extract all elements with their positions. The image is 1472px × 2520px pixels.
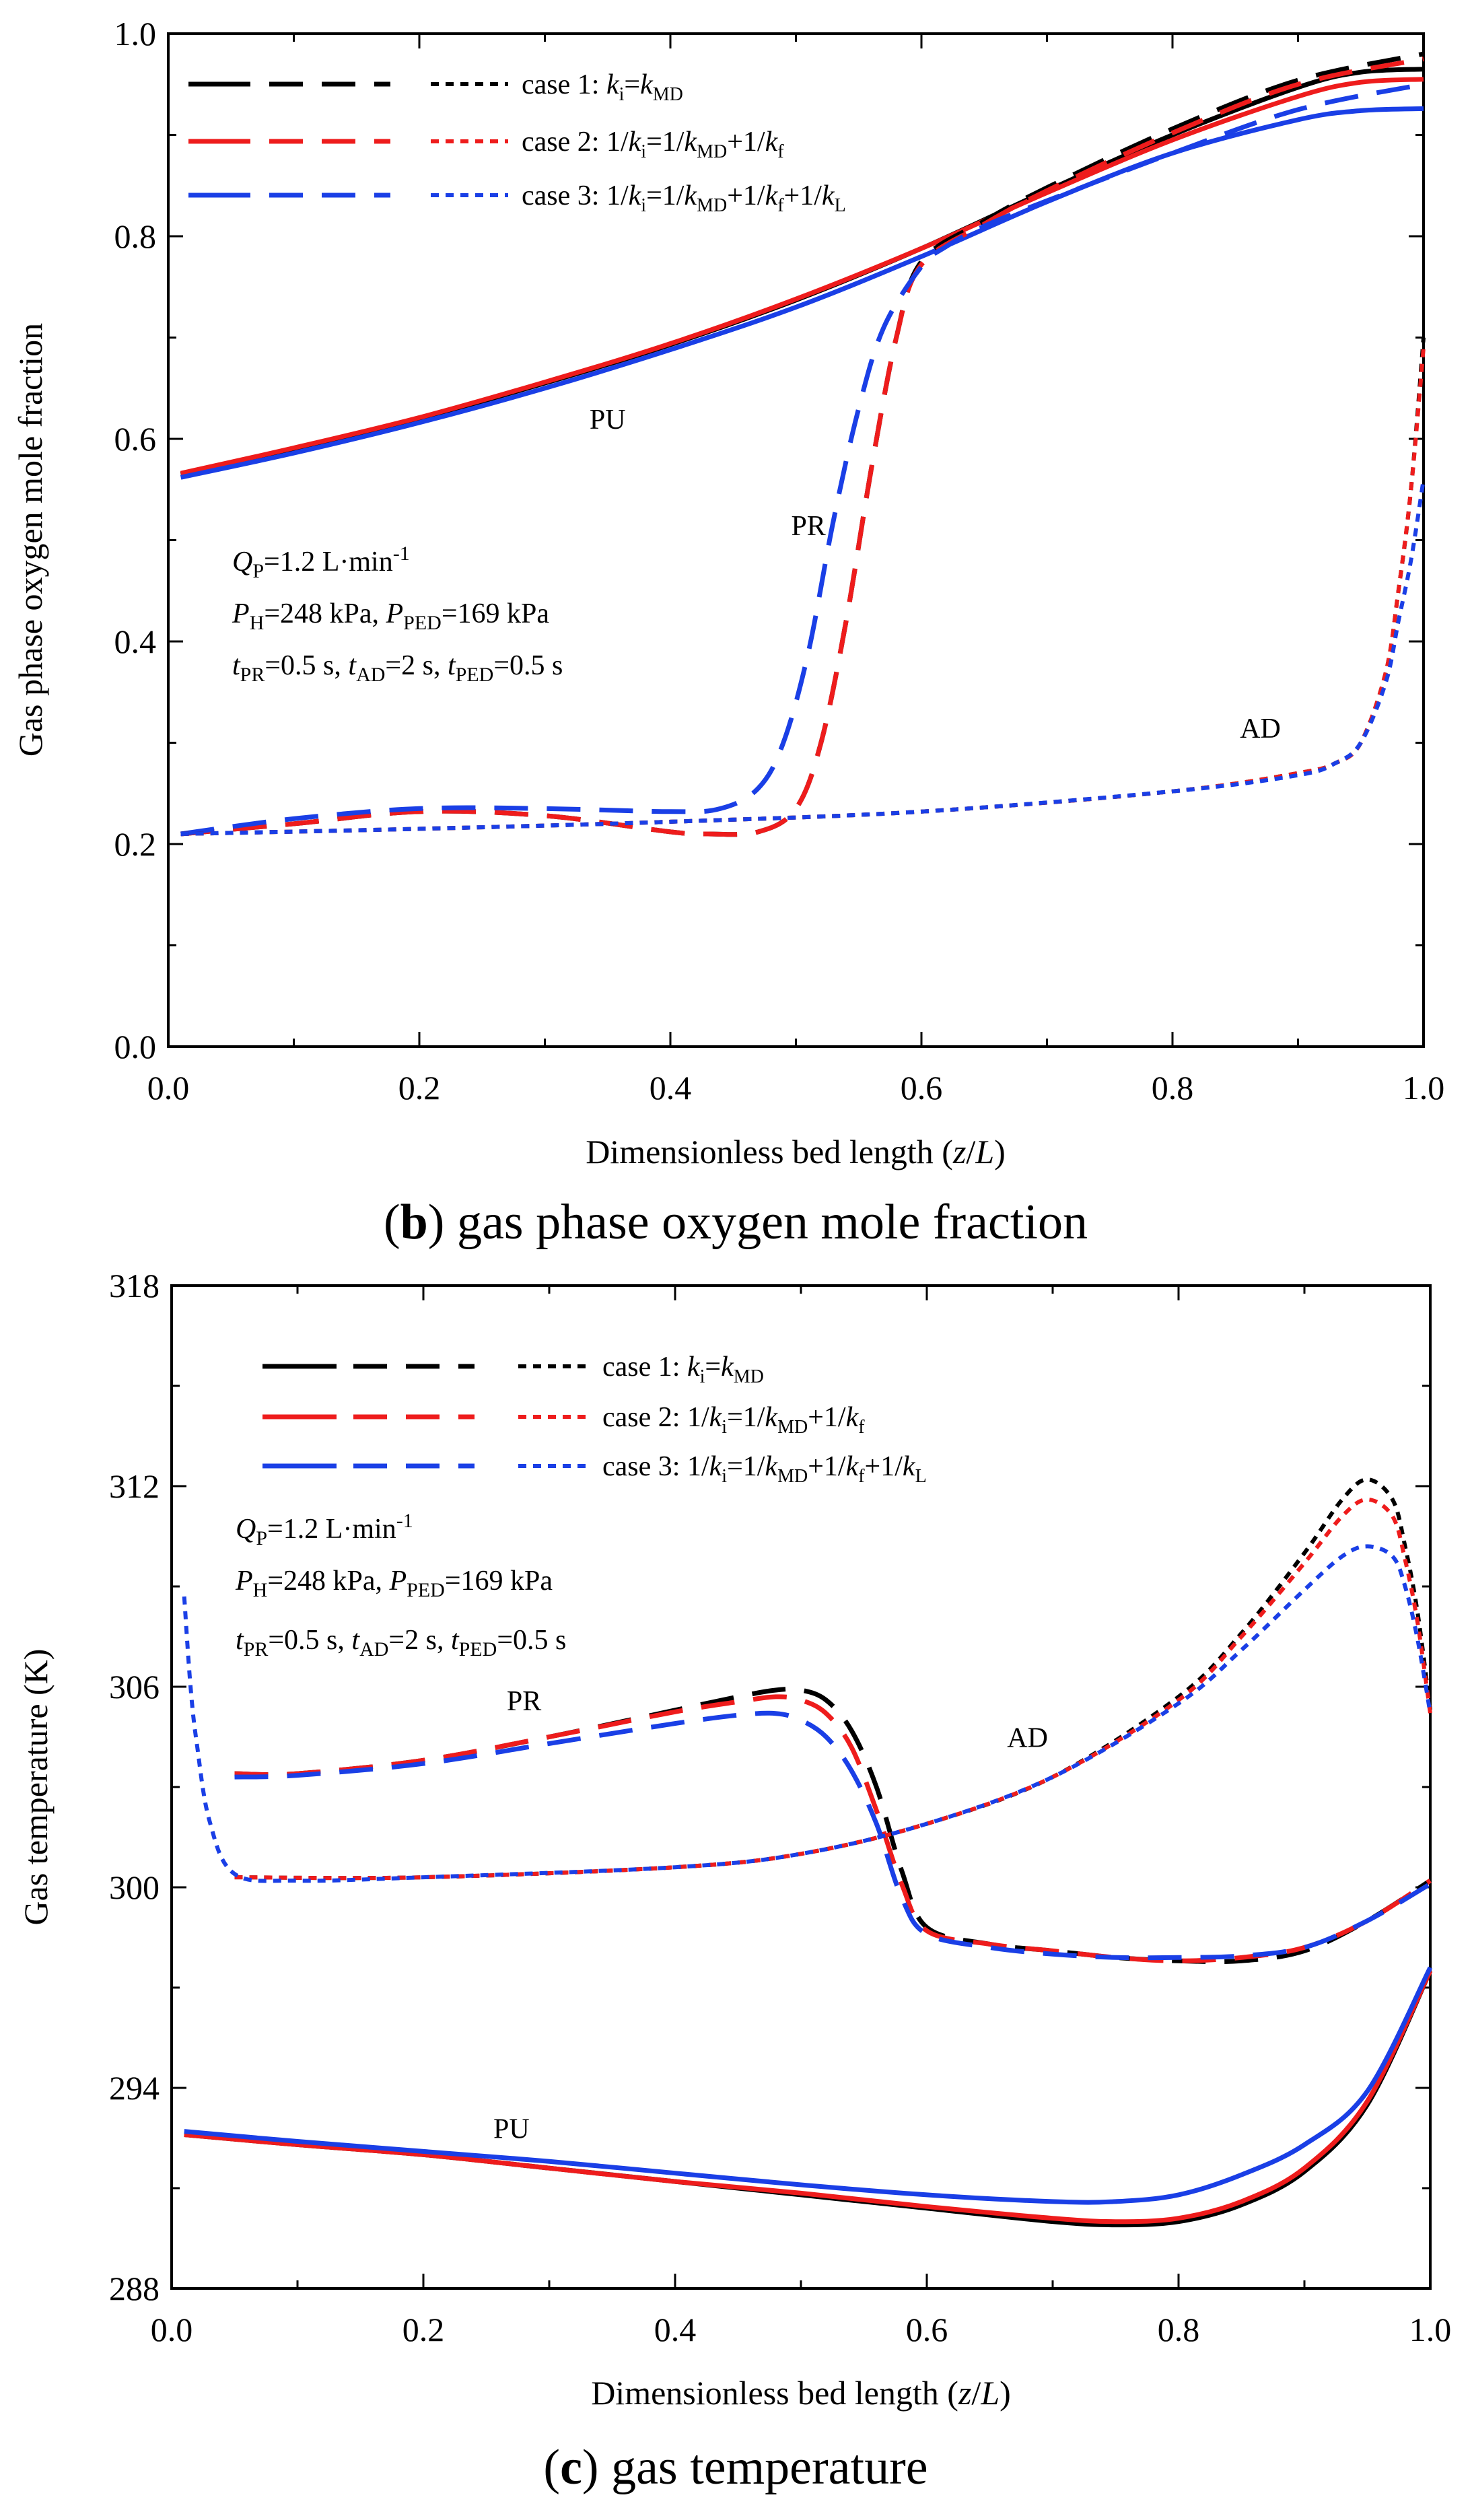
legend-b-case3-label: case 3: 1/ki=1/kMD+1/kf+1/kL [522,180,846,216]
y-tick-label: 300 [109,1868,160,1906]
panel-c-x-tick-labels: 0.0 0.2 0.4 0.6 0.8 1.0 [151,2311,1452,2348]
panel-b-conditions: QP=1.2 L·min-1 PH=248 kPa, PPED=169 kPa … [232,542,563,686]
x-tick-label: 0.4 [650,1069,692,1107]
panel-c-gas-temperature: 0.0 0.2 0.4 0.6 0.8 1.0 288 294 300 306 312 318 PR… [17,1267,1451,2495]
x-tick-label: 0.6 [906,2311,948,2348]
panel-b-region-labels: PU PR AD [590,405,1281,744]
series-line-case-3-ad [180,479,1426,836]
annot-b-times: tPR=0.5 s, tAD=2 s, tPED=0.5 s [232,650,563,686]
series-line-case-1-pr [234,1686,1432,1965]
region-label-pr: PR [507,1686,541,1717]
x-tick-label: 0.6 [901,1069,943,1107]
series-line-case-1-ad [180,337,1426,836]
panel-c-legend: case 1: ki=kMD case 2: 1/ki=1/kMD+1/kf c… [262,1352,927,1487]
legend-c-case3-label: case 3: 1/ki=1/kMD+1/kf+1/kL [602,1451,927,1487]
series-line-case-2-ad [234,1497,1432,1881]
x-tick-label: 0.8 [1158,2311,1200,2348]
panel-b-y-tick-labels: 0.0 0.2 0.4 0.6 0.8 1.0 [114,15,157,1065]
panel-b-y-axis-label: Gas phase oxygen mole fraction [11,323,49,757]
panel-b-x-axis-label: Dimensionless bed length (z/L) [586,1133,1006,1170]
panel-c-y-axis-label: Gas temperature (K) [17,1649,55,1926]
region-label-ad: AD [1007,1722,1048,1753]
series-line-case-2-pr [234,1694,1432,1963]
panel-c-conditions: QP=1.2 L·min-1 PH=248 kPa, PPED=169 kPa … [235,1510,566,1660]
x-tick-label: 0.4 [654,2311,697,2348]
y-tick-label: 294 [109,2069,160,2107]
x-tick-label: 0.2 [402,2311,445,2348]
series-line-case-3-pr [234,1710,1432,1961]
panel-c-region-labels: PR AD PU [493,1686,1048,2145]
panel-b-oxygen-mole-fraction: 0.0 0.2 0.4 0.6 0.8 1.0 0.0 0.2 0.4 0.6 0.8 1.0 PU… [11,15,1444,1250]
panel-c-y-tick-labels: 288 294 300 306 312 318 [109,1267,160,2307]
annot-b-flow: QP=1.2 L·min-1 [232,542,410,582]
panel-c-ticks [170,1284,1432,2290]
series-line-case-3-ad [182,1544,1432,1883]
panel-b-series [180,51,1426,837]
x-tick-label: 0.8 [1152,1069,1194,1107]
region-label-pu: PU [590,405,626,435]
series-line-case-1-pr [180,51,1424,837]
series-line-case-2-pu [180,77,1424,476]
y-tick-label: 0.2 [114,825,157,863]
x-tick-label: 0.2 [398,1069,441,1107]
panel-c-series [182,1477,1433,2228]
region-label-ad: AD [1240,713,1281,744]
legend-c-case1-label: case 1: ki=kMD [602,1352,764,1387]
annot-c-flow: QP=1.2 L·min-1 [236,1510,413,1549]
region-label-pu: PU [493,2114,530,2145]
y-tick-label: 1.0 [114,15,157,53]
panel-b-x-tick-labels: 0.0 0.2 0.4 0.6 0.8 1.0 [147,1069,1445,1107]
series-line-case-2-pr [180,57,1424,837]
annot-b-pressure: PH=248 kPa, PPED=169 kPa [232,598,549,634]
panel-b-legend: case 1: ki=kMD case 2: 1/ki=1/kMD+1/kf c… [188,69,846,216]
x-tick-label: 1.0 [1409,2311,1452,2348]
y-tick-label: 312 [109,1467,160,1505]
series-line-case-3-pu [180,106,1424,480]
y-tick-label: 0.0 [114,1028,157,1065]
series-line-case-1-ad [234,1477,1432,1881]
y-tick-label: 306 [109,1668,160,1706]
y-tick-label: 318 [109,1267,160,1304]
y-tick-label: 288 [109,2270,160,2307]
region-label-pr: PR [791,511,825,542]
series-line-case-3-pu [184,1966,1433,2205]
y-tick-label: 0.6 [114,420,157,458]
x-tick-label: 0.0 [151,2311,193,2348]
panel-b-caption: (b) gas phase oxygen mole fraction [384,1195,1088,1250]
series-line-case-2-pu [184,1969,1433,2225]
x-tick-label: 0.0 [147,1069,190,1107]
annot-c-pressure: PH=248 kPa, PPED=169 kPa [235,1566,553,1601]
panel-c-x-axis-label: Dimensionless bed length (z/L) [591,2374,1011,2412]
y-tick-label: 0.4 [114,623,157,660]
panel-b-ticks [167,32,1425,1048]
legend-b-case1-label: case 1: ki=kMD [522,69,683,105]
legend-b-case2-label: case 2: 1/ki=1/kMD+1/kf [522,127,784,162]
panel-c-caption: (c) gas temperature [543,2440,927,2495]
legend-c-case2-label: case 2: 1/ki=1/kMD+1/kf [602,1402,865,1438]
series-line-case-3-pr [180,81,1424,837]
annot-c-times: tPR=0.5 s, tAD=2 s, tPED=0.5 s [236,1625,566,1660]
y-tick-label: 0.8 [114,217,157,255]
series-line-case-2-ad [180,347,1426,836]
x-tick-label: 1.0 [1403,1069,1445,1107]
